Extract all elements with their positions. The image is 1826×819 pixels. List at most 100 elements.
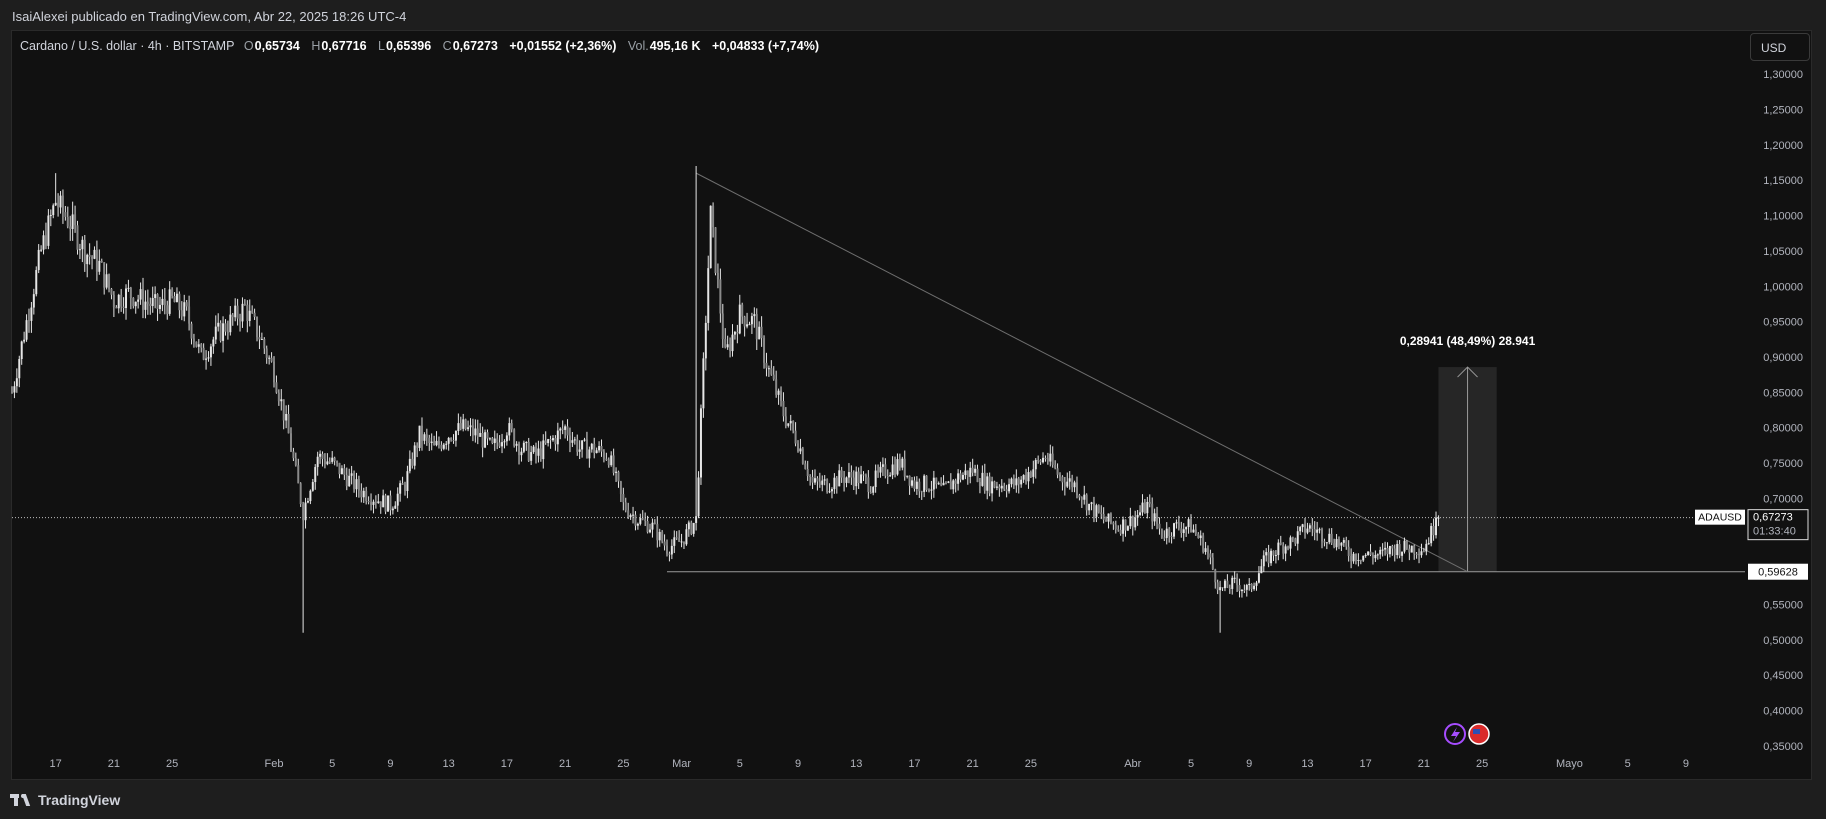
candle-body <box>471 425 474 436</box>
candle-body <box>464 419 467 430</box>
candle-body <box>971 467 974 473</box>
candle-body <box>503 441 506 443</box>
candle-body <box>1192 529 1195 533</box>
candle-body <box>173 295 176 303</box>
symbol-title[interactable]: Cardano / U.S. dollar · 4h · BITSTAMP <box>20 39 235 53</box>
candle-body <box>1151 503 1154 522</box>
candle-body <box>404 484 406 492</box>
candle-body <box>585 439 588 459</box>
candle-body <box>1420 551 1423 556</box>
candle-body <box>1034 460 1037 470</box>
candle-body <box>49 215 52 217</box>
candle-body <box>1369 551 1372 555</box>
candle-body <box>248 310 251 321</box>
candle-body <box>636 523 639 526</box>
candle-body <box>1376 554 1379 556</box>
candle-body <box>100 260 103 263</box>
candle-body <box>1272 550 1275 556</box>
candle-body <box>1294 538 1297 544</box>
x-tick-label: Abr <box>1124 758 1141 770</box>
candle-body <box>1160 528 1163 538</box>
candle-body <box>981 472 984 486</box>
candle-body <box>207 357 210 359</box>
candle-body <box>809 476 812 478</box>
candle-body <box>595 450 598 454</box>
candle-body <box>396 493 399 506</box>
x-tick-label: 5 <box>737 758 743 770</box>
x-tick-label: 25 <box>617 758 629 770</box>
candle-body <box>777 390 780 395</box>
candle-body <box>292 451 295 459</box>
candle-body <box>372 501 375 505</box>
candle-body <box>98 260 101 272</box>
candle-body <box>918 481 921 492</box>
candle-body <box>413 445 416 466</box>
candle-body <box>709 205 712 269</box>
candle-body <box>418 425 421 448</box>
candle-body <box>498 442 501 447</box>
candle-body <box>309 490 312 502</box>
candle-body <box>646 520 649 533</box>
candle-body <box>231 314 234 318</box>
candle-body <box>1413 545 1416 554</box>
x-tick-label: 17 <box>1360 758 1372 770</box>
chart-panel[interactable] <box>11 30 1812 780</box>
candle-body <box>615 471 618 473</box>
x-tick-label: 21 <box>967 758 979 770</box>
candle-body <box>891 464 894 476</box>
candle-body <box>1253 585 1256 590</box>
candle-body <box>1182 529 1185 534</box>
candle-body <box>602 451 605 459</box>
candle-body <box>1049 453 1052 462</box>
candle-body <box>913 480 916 489</box>
candle-body <box>743 316 746 327</box>
candle-body <box>1054 464 1057 469</box>
candle-body <box>505 435 508 442</box>
candle-body <box>1435 517 1438 536</box>
candle-body <box>1255 582 1258 586</box>
candle-body <box>1073 482 1076 488</box>
candle-body <box>830 489 833 492</box>
candle-body <box>1357 559 1360 561</box>
candle-body <box>1381 549 1384 551</box>
candle-body <box>1199 535 1202 539</box>
candle-body <box>1236 577 1239 586</box>
candle-body <box>976 468 979 483</box>
candle-body <box>1333 543 1336 548</box>
current-price-label: 0,67273 <box>1753 512 1793 524</box>
candle-body <box>1384 547 1387 550</box>
candle-body <box>437 440 440 445</box>
candle-body <box>222 323 225 341</box>
close-value: 0,67273 <box>452 39 498 53</box>
y-tick-label: 0,80000 <box>1763 423 1803 435</box>
candle-body <box>44 235 47 246</box>
candle-body <box>850 472 853 478</box>
candle-body <box>440 444 443 449</box>
candle-body <box>234 305 237 318</box>
candle-body <box>35 270 38 295</box>
candle-body <box>515 443 518 446</box>
candle-body <box>42 235 45 250</box>
candle-body <box>1362 555 1365 561</box>
candle-body <box>69 226 72 229</box>
candle-body <box>1321 529 1323 542</box>
candle-body <box>362 490 365 498</box>
candle-body <box>1071 478 1074 488</box>
candle-body <box>175 293 178 303</box>
candle-body <box>474 428 477 436</box>
candle-body <box>644 519 647 521</box>
candle-body <box>1109 513 1112 523</box>
x-tick-label: 21 <box>108 758 120 770</box>
candle-body <box>323 458 326 465</box>
candle-body <box>600 446 603 452</box>
tradingview-logo[interactable]: TradingView <box>10 792 120 808</box>
currency-button[interactable]: USD <box>1750 33 1810 61</box>
candle-body <box>1056 468 1059 475</box>
candle-body <box>804 463 807 469</box>
candle-body <box>1008 484 1011 492</box>
candle-body <box>1228 587 1231 589</box>
candle-body <box>1180 528 1183 534</box>
candle-body <box>1219 587 1222 591</box>
candle-body <box>1080 497 1083 500</box>
